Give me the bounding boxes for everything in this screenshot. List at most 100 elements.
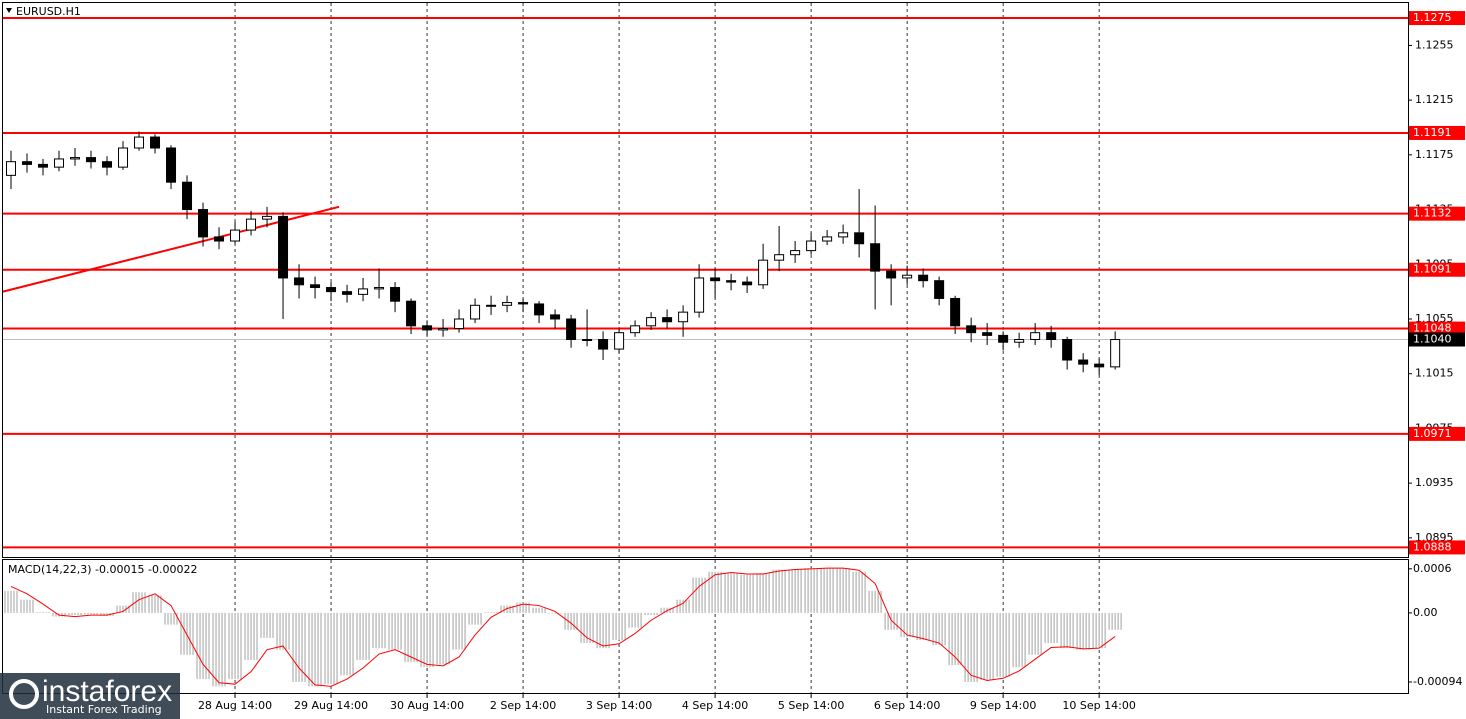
- candle-body: [550, 314, 561, 320]
- candle-body: [374, 287, 385, 290]
- candle-body: [358, 288, 369, 295]
- candle-body: [1078, 359, 1089, 365]
- candle-body: [662, 317, 673, 323]
- title-arrow: [6, 8, 12, 13]
- y-tick-label: 0.00: [1413, 606, 1438, 619]
- candle-body: [118, 147, 129, 168]
- level-label: 1.0888: [1413, 540, 1452, 553]
- watermark-logo: [9, 679, 39, 709]
- y-tick-label: 0.0006: [1413, 562, 1452, 575]
- candle-body: [326, 287, 337, 293]
- level-label: 1.1191: [1413, 126, 1452, 139]
- y-tick-label: 1.1215: [1415, 93, 1454, 106]
- level-label-box: [1409, 540, 1465, 555]
- level-label: 1.1091: [1413, 263, 1452, 276]
- x-tick-label: 6 Sep 14:00: [874, 699, 940, 712]
- level-label-box: [1409, 206, 1465, 221]
- candle-body: [886, 270, 897, 279]
- y-tick-label: 1.1255: [1415, 38, 1454, 51]
- candle-body: [86, 157, 97, 163]
- candle-body: [950, 297, 961, 327]
- candle-body: [966, 325, 977, 334]
- candle-body: [6, 161, 17, 176]
- level-label-box: [1409, 11, 1465, 26]
- candle-body: [406, 300, 417, 327]
- candle-body: [502, 302, 513, 306]
- candle-body: [918, 274, 929, 282]
- watermark-brand: instaforex: [42, 675, 172, 708]
- candle-body: [726, 280, 737, 283]
- x-tick-label: 30 Aug 14:00: [390, 699, 464, 712]
- candle-body: [902, 274, 913, 279]
- x-tick-label: 5 Sep 14:00: [778, 699, 844, 712]
- candle-body: [262, 215, 273, 220]
- y-tick-label: 1.1015: [1415, 367, 1454, 380]
- candle-body: [1030, 332, 1041, 341]
- level-label: 1.1132: [1413, 207, 1452, 220]
- candle-body: [246, 218, 257, 231]
- macd-title: MACD(14,22,3) -0.00015 -0.00022: [8, 563, 197, 576]
- level-label: 1.1275: [1413, 11, 1452, 24]
- symbol-title: EURUSD.H1: [16, 5, 81, 18]
- level-label-box: [1409, 125, 1465, 140]
- level-label-box: [1409, 262, 1465, 277]
- candle-body: [22, 161, 33, 165]
- candle-body: [198, 209, 209, 238]
- level-label-box: [1409, 426, 1465, 441]
- x-tick-label: 29 Aug 14:00: [294, 699, 368, 712]
- x-tick-label: 9 Sep 14:00: [970, 699, 1036, 712]
- x-tick-label: 2 Sep 14:00: [490, 699, 556, 712]
- y-tick-label: -0.00094: [1413, 675, 1462, 688]
- candle-body: [870, 243, 881, 272]
- current-price-label: 1.1040: [1413, 333, 1452, 346]
- candle-body: [390, 287, 401, 302]
- candle-body: [582, 339, 593, 342]
- candle-body: [934, 280, 945, 299]
- candle-body: [486, 304, 497, 307]
- candle-body: [838, 232, 849, 238]
- candle-body: [598, 339, 609, 350]
- candle-body: [38, 163, 49, 168]
- candle-body: [310, 284, 321, 289]
- candle-body: [678, 311, 689, 323]
- candle-body: [422, 325, 433, 331]
- candle-body: [614, 332, 625, 350]
- signal-line: [10, 567, 1116, 687]
- current-price-box: [1409, 332, 1465, 347]
- candle-body: [630, 325, 641, 334]
- candle-body: [1014, 339, 1025, 343]
- candle-body: [134, 136, 145, 149]
- candle-body: [230, 229, 241, 242]
- candle-body: [742, 281, 753, 286]
- candle-body: [1110, 339, 1121, 368]
- x-tick-label: 3 Sep 14:00: [586, 699, 652, 712]
- candle-body: [534, 303, 545, 316]
- candle-body: [822, 236, 833, 242]
- candle-body: [518, 302, 529, 305]
- watermark-tagline: Instant Forex Trading: [46, 703, 162, 716]
- candle-body: [982, 332, 993, 336]
- candle-body: [294, 277, 305, 286]
- x-tick-label: 10 Sep 14:00: [1062, 699, 1135, 712]
- candle-body: [758, 259, 769, 286]
- candle-body: [342, 291, 353, 295]
- candle-body: [166, 147, 177, 183]
- y-tick-label: 1.1175: [1415, 148, 1454, 161]
- candle-body: [214, 236, 225, 242]
- candle-body: [1046, 332, 1057, 341]
- candle-body: [998, 334, 1009, 343]
- candle-body: [790, 250, 801, 256]
- x-tick-label: 28 Aug 14:00: [198, 699, 272, 712]
- candle-body: [566, 318, 577, 341]
- candle-body: [182, 181, 193, 211]
- candle-body: [470, 304, 481, 320]
- candle-body: [278, 215, 289, 279]
- candle-body: [438, 328, 449, 331]
- y-tick-label: 1.0935: [1415, 476, 1454, 489]
- candle-body: [646, 317, 657, 327]
- candle-body: [806, 240, 817, 252]
- candle-body: [1094, 363, 1105, 368]
- candle-body: [150, 136, 161, 149]
- candle-body: [1062, 339, 1073, 361]
